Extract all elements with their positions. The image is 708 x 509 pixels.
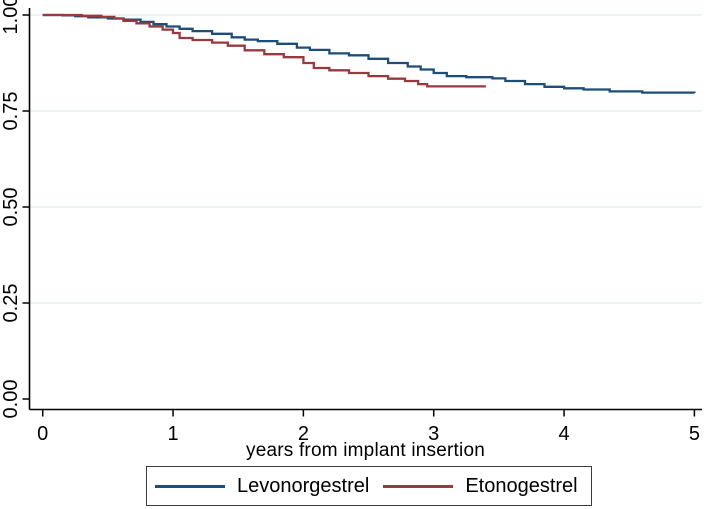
legend: Levonorgestrel Etonogestrel — [146, 466, 592, 506]
y-tick-label-0.5: 0.50 — [0, 188, 22, 227]
x-axis-title: years from implant insertion — [246, 440, 485, 461]
y-tick-label-0.75: 0.75 — [0, 92, 22, 131]
y-tick-label-0: 0.00 — [0, 380, 22, 419]
legend-label-etonogestrel: Etonogestrel — [465, 474, 578, 497]
x-tick-label-2: 2 — [298, 423, 309, 445]
x-tick-label-3: 3 — [428, 423, 439, 445]
x-tick-label-4: 4 — [558, 423, 569, 445]
series-line-levonorgestrel — [42, 13, 696, 94]
legend-item-etonogestrel: Etonogestrel — [383, 474, 578, 498]
legend-line-sample-etonogestrel — [383, 484, 454, 488]
legend-line-sample-levonorgestrel — [155, 484, 225, 488]
x-tick-label-5: 5 — [689, 423, 700, 445]
legend-label-levonorgestrel: Levonorgestrel — [237, 474, 370, 497]
y-tick-label-0.25: 0.25 — [0, 284, 22, 323]
series-line-etonogestrel — [42, 13, 486, 88]
legend-item-levonorgestrel: Levonorgestrel — [155, 475, 369, 498]
x-tick-label-0: 0 — [37, 423, 48, 445]
x-tick-label-1: 1 — [167, 423, 178, 445]
y-tick-label-1: 1.00 — [0, 0, 22, 34]
